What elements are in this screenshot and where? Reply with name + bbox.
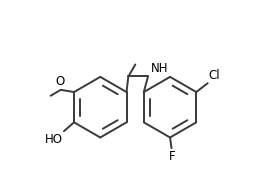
Text: NH: NH: [150, 62, 168, 75]
Text: HO: HO: [45, 133, 63, 146]
Text: O: O: [55, 75, 65, 88]
Text: Cl: Cl: [209, 69, 220, 82]
Text: F: F: [169, 150, 175, 163]
